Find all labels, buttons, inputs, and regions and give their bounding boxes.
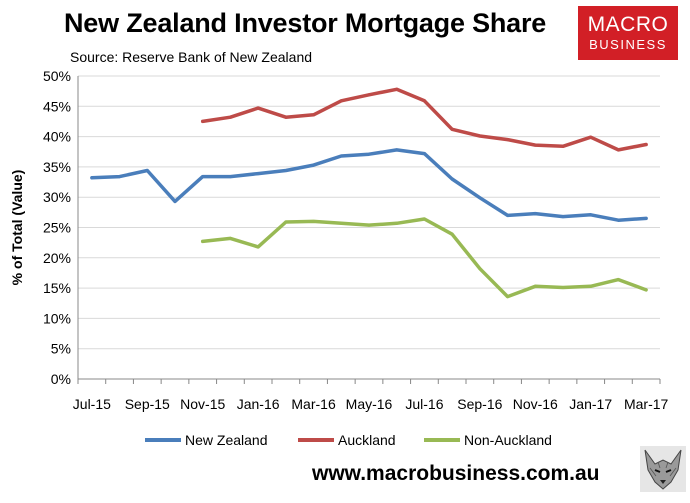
data-point-auckland — [561, 144, 565, 148]
footer-url: www.macrobusiness.com.au — [312, 462, 600, 485]
data-point-non-auckland — [256, 245, 260, 249]
x-tick-label: Nov-15 — [180, 396, 225, 412]
line-chart: 0% 5% 10% 15% 20% 25% 30% 35% 40% 45% 50% Jul-15 Sep… — [9, 68, 669, 412]
x-tick-label: Mar-16 — [291, 396, 336, 412]
legend-swatch — [298, 438, 334, 442]
data-point-non-auckland — [450, 232, 454, 236]
legend-label: Non-Auckland — [464, 432, 552, 448]
data-point-new-zealand — [644, 216, 648, 220]
data-point-auckland — [256, 106, 260, 110]
data-point-new-zealand — [312, 163, 316, 167]
y-tick-label: 10% — [43, 310, 71, 326]
y-tick-label: 50% — [43, 68, 71, 84]
data-point-non-auckland — [312, 219, 316, 223]
data-point-new-zealand — [478, 196, 482, 200]
data-point-new-zealand — [589, 213, 593, 217]
data-point-new-zealand — [616, 218, 620, 222]
wolf-logo-icon — [640, 446, 686, 492]
logo-line-2: BUSINESS — [589, 37, 667, 52]
x-tick-label: Jul-16 — [405, 396, 443, 412]
y-tick-label: 20% — [43, 250, 71, 266]
data-point-non-auckland — [395, 221, 399, 225]
data-point-auckland — [228, 115, 232, 119]
data-point-new-zealand — [450, 177, 454, 181]
data-point-new-zealand — [284, 169, 288, 173]
data-point-non-auckland — [201, 239, 205, 243]
data-point-new-zealand — [173, 199, 177, 203]
data-point-new-zealand — [228, 175, 232, 179]
data-point-auckland — [533, 143, 537, 147]
data-point-non-auckland — [367, 223, 371, 227]
y-tick-label: 25% — [43, 220, 71, 236]
legend-item-auckland: Auckland — [298, 430, 396, 450]
data-point-auckland — [201, 119, 205, 123]
legend-swatch — [145, 438, 181, 442]
legend-label: New Zealand — [185, 432, 268, 448]
x-tick-label: Sep-16 — [457, 396, 502, 412]
data-point-non-auckland — [422, 217, 426, 221]
series-line-auckland — [200, 87, 648, 152]
data-point-new-zealand — [422, 152, 426, 156]
data-point-auckland — [589, 135, 593, 139]
data-point-auckland — [312, 113, 316, 117]
data-point-auckland — [284, 115, 288, 119]
data-point-new-zealand — [339, 154, 343, 158]
legend-label: Auckland — [338, 432, 396, 448]
data-point-non-auckland — [506, 295, 510, 299]
data-point-new-zealand — [201, 175, 205, 179]
data-point-non-auckland — [228, 236, 232, 240]
data-point-auckland — [616, 148, 620, 152]
data-point-non-auckland — [478, 267, 482, 271]
x-tick-label: Jan-17 — [569, 396, 612, 412]
y-tick-label: 5% — [51, 341, 71, 357]
x-tick-label: Sep-15 — [125, 396, 170, 412]
data-point-non-auckland — [616, 278, 620, 282]
y-tick-label: 35% — [43, 159, 71, 175]
data-point-new-zealand — [395, 148, 399, 152]
x-tick-label: May-16 — [346, 396, 393, 412]
data-point-auckland — [450, 127, 454, 131]
y-tick-label: 15% — [43, 280, 71, 296]
chart-title: New Zealand Investor Mortgage Share — [64, 8, 547, 38]
data-point-new-zealand — [118, 175, 122, 179]
macrobusiness-logo: MACRO BUSINESS — [578, 6, 678, 60]
data-point-auckland — [506, 138, 510, 142]
data-point-non-auckland — [339, 221, 343, 225]
data-point-new-zealand — [367, 152, 371, 156]
legend-item-non-auckland: Non-Auckland — [424, 430, 552, 450]
y-tick-label: 40% — [43, 129, 71, 145]
y-tick-label: 0% — [51, 371, 71, 387]
data-point-new-zealand — [90, 176, 94, 180]
data-point-auckland — [395, 87, 399, 91]
logo-line-1: MACRO — [587, 13, 669, 36]
data-point-non-auckland — [644, 288, 648, 292]
data-point-new-zealand — [506, 213, 510, 217]
data-point-non-auckland — [589, 284, 593, 288]
data-point-auckland — [339, 99, 343, 103]
y-axis-title: % of Total (Value) — [9, 170, 25, 286]
data-point-new-zealand — [533, 212, 537, 216]
legend-swatch — [424, 438, 460, 442]
chart-subtitle: Source: Reserve Bank of New Zealand — [70, 49, 313, 65]
data-point-auckland — [422, 99, 426, 103]
data-point-non-auckland — [533, 284, 537, 288]
y-tick-label: 30% — [43, 189, 71, 205]
data-point-new-zealand — [145, 169, 149, 173]
data-point-new-zealand — [256, 172, 260, 176]
data-point-auckland — [644, 142, 648, 146]
y-tick-label: 45% — [43, 98, 71, 114]
series-line-new-zealand — [90, 148, 648, 222]
legend-item-new-zealand: New Zealand — [145, 430, 268, 450]
data-point-non-auckland — [561, 285, 565, 289]
data-point-auckland — [367, 93, 371, 97]
x-tick-label: Mar-17 — [624, 396, 669, 412]
chart-legend: New Zealand Auckland Non-Auckland — [0, 430, 690, 450]
x-tick-label: Jan-16 — [237, 396, 280, 412]
x-tick-label: Jul-15 — [73, 396, 111, 412]
data-point-new-zealand — [561, 215, 565, 219]
x-tick-label: Nov-16 — [513, 396, 558, 412]
data-point-auckland — [478, 134, 482, 138]
data-point-non-auckland — [284, 220, 288, 224]
